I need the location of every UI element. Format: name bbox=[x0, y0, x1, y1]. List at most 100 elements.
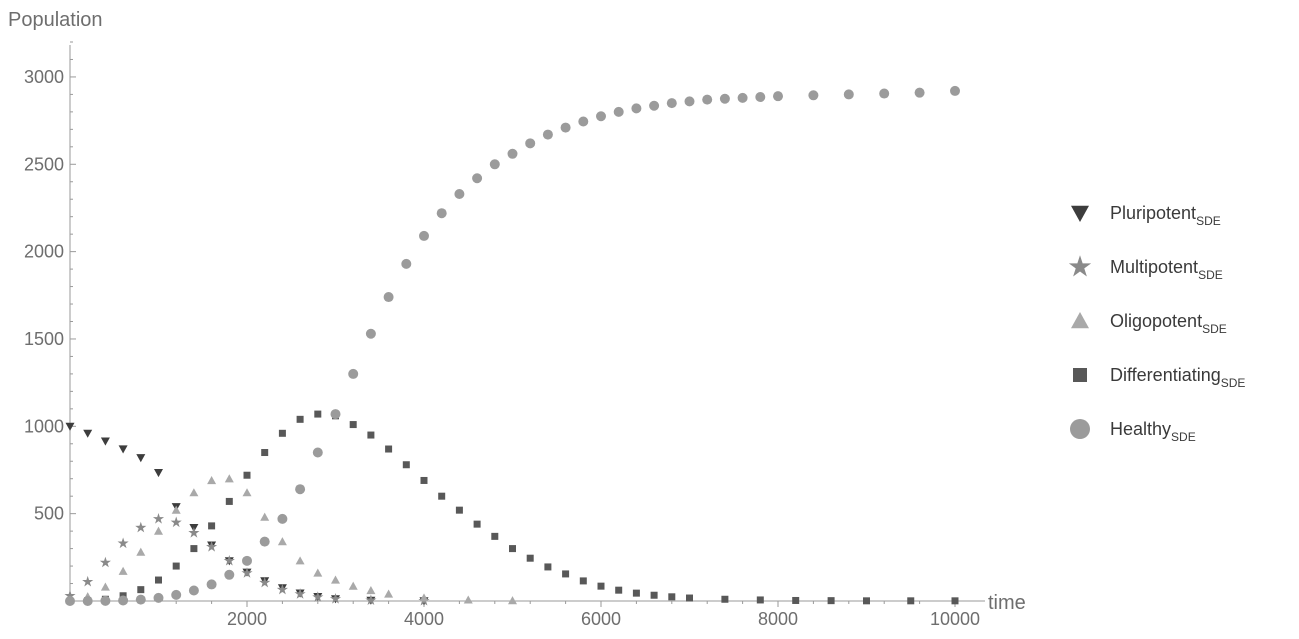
differentiating-point bbox=[385, 445, 393, 453]
oligopotent-point bbox=[242, 488, 252, 497]
x-tick-label: 2000 bbox=[227, 609, 267, 629]
axes: 2000 4000 6000 8000 10000 500 1000 1500 2000 2500… bbox=[8, 9, 1026, 629]
differentiating-point bbox=[473, 520, 481, 528]
y-axis-title: Population bbox=[8, 9, 103, 31]
differentiating-point bbox=[367, 431, 375, 439]
healthy-point bbox=[631, 103, 642, 114]
healthy-legend-subscript: SDE bbox=[1171, 430, 1196, 444]
data-marks bbox=[64, 85, 960, 606]
differentiating-point bbox=[420, 476, 428, 484]
oligopotent-point bbox=[419, 593, 429, 602]
oligopotent-legend-name: Oligopotent bbox=[1110, 311, 1202, 331]
healthy-point bbox=[755, 92, 766, 103]
differentiating-point bbox=[349, 421, 357, 429]
multipotent-legend-label: MultipotentSDE bbox=[1110, 257, 1223, 282]
legend-item-oligopotent: OligopotentSDE bbox=[1071, 311, 1227, 336]
oligopotent-legend-marker bbox=[1071, 312, 1089, 329]
multipotent-point bbox=[329, 593, 342, 604]
oligopotent-point bbox=[100, 582, 110, 591]
differentiating-point bbox=[756, 596, 764, 604]
healthy-point bbox=[365, 328, 376, 339]
differentiating-legend-subscript: SDE bbox=[1221, 376, 1246, 390]
healthy-legend-name: Healthy bbox=[1110, 419, 1171, 439]
multipotent-point bbox=[117, 537, 129, 549]
multipotent-legend-subscript: SDE bbox=[1198, 268, 1223, 282]
differentiating-point bbox=[225, 497, 233, 505]
healthy-point bbox=[348, 368, 359, 379]
differentiating-legend-label: DifferentiatingSDE bbox=[1110, 365, 1245, 390]
multipotent-point bbox=[170, 516, 182, 528]
oligopotent-series bbox=[65, 474, 517, 605]
differentiating-point bbox=[544, 563, 552, 571]
legend-item-pluripotent: PluripotentSDE bbox=[1071, 203, 1221, 228]
pluripotent-legend-label: PluripotentSDE bbox=[1110, 203, 1221, 228]
differentiating-point bbox=[951, 597, 959, 605]
multipotent-point bbox=[188, 527, 200, 538]
x-tick-label: 8000 bbox=[758, 609, 798, 629]
healthy-point bbox=[277, 513, 288, 524]
multipotent-point bbox=[365, 594, 377, 606]
differentiating-point bbox=[721, 595, 729, 603]
y-tick-label: 500 bbox=[34, 504, 64, 524]
differentiating-point bbox=[137, 586, 145, 594]
x-tick-label: 6000 bbox=[581, 609, 621, 629]
multipotent-point bbox=[259, 576, 271, 588]
y-tick-label: 1000 bbox=[24, 416, 64, 436]
differentiating-point bbox=[827, 597, 835, 605]
differentiating-point bbox=[155, 576, 162, 584]
healthy-point bbox=[613, 106, 624, 117]
oligopotent-point bbox=[260, 512, 270, 521]
healthy-point bbox=[259, 536, 270, 547]
healthy-point bbox=[578, 116, 589, 127]
oligopotent-legend-label: OligopotentSDE bbox=[1110, 311, 1227, 336]
oligopotent-point bbox=[295, 556, 305, 565]
healthy-point bbox=[596, 111, 606, 122]
healthy-point bbox=[507, 148, 518, 159]
oligopotent-point bbox=[331, 575, 340, 584]
multipotent-point bbox=[312, 591, 324, 602]
healthy-point bbox=[135, 594, 146, 605]
healthy-point bbox=[206, 579, 217, 590]
differentiating-point bbox=[402, 461, 410, 469]
legend-item-healthy: HealthySDE bbox=[1070, 419, 1196, 444]
multipotent-point bbox=[82, 575, 94, 587]
healthy-point bbox=[702, 94, 713, 105]
multipotent-legend-name: Multipotent bbox=[1110, 257, 1198, 277]
multipotent-point bbox=[276, 583, 288, 595]
pluripotent-point bbox=[83, 429, 93, 438]
differentiating-point bbox=[632, 589, 640, 597]
healthy-point bbox=[82, 596, 93, 606]
multipotent-point bbox=[99, 556, 111, 568]
pluripotent-legend-subscript: SDE bbox=[1196, 214, 1221, 228]
healthy-point bbox=[737, 92, 748, 103]
oligopotent-point bbox=[384, 589, 394, 598]
healthy-point bbox=[879, 88, 890, 99]
differentiating-point bbox=[579, 577, 587, 585]
healthy-point bbox=[684, 96, 695, 107]
healthy-point bbox=[666, 98, 677, 109]
healthy-point bbox=[383, 292, 394, 303]
healthy-point bbox=[188, 585, 199, 596]
oligopotent-point bbox=[118, 566, 128, 575]
oligopotent-point bbox=[224, 474, 234, 483]
healthy-series bbox=[65, 85, 960, 606]
differentiating-point bbox=[190, 545, 198, 553]
differentiating-point bbox=[278, 429, 286, 437]
differentiating-point bbox=[597, 582, 605, 590]
differentiating-point bbox=[526, 554, 534, 562]
healthy-point bbox=[719, 93, 730, 104]
differentiating-point bbox=[562, 570, 570, 578]
healthy-point bbox=[295, 484, 306, 495]
healthy-point bbox=[808, 90, 819, 101]
legend-item-multipotent: MultipotentSDE bbox=[1068, 255, 1223, 282]
oligopotent-point bbox=[313, 568, 323, 577]
multipotent-point bbox=[223, 554, 235, 566]
differentiating-point bbox=[792, 596, 800, 604]
healthy-point bbox=[454, 188, 465, 199]
oligopotent-point bbox=[366, 586, 376, 595]
oligopotent-point bbox=[348, 581, 358, 590]
oligopotent-point bbox=[277, 537, 287, 546]
pluripotent-point bbox=[118, 445, 128, 454]
x-tick-label: 4000 bbox=[404, 609, 444, 629]
